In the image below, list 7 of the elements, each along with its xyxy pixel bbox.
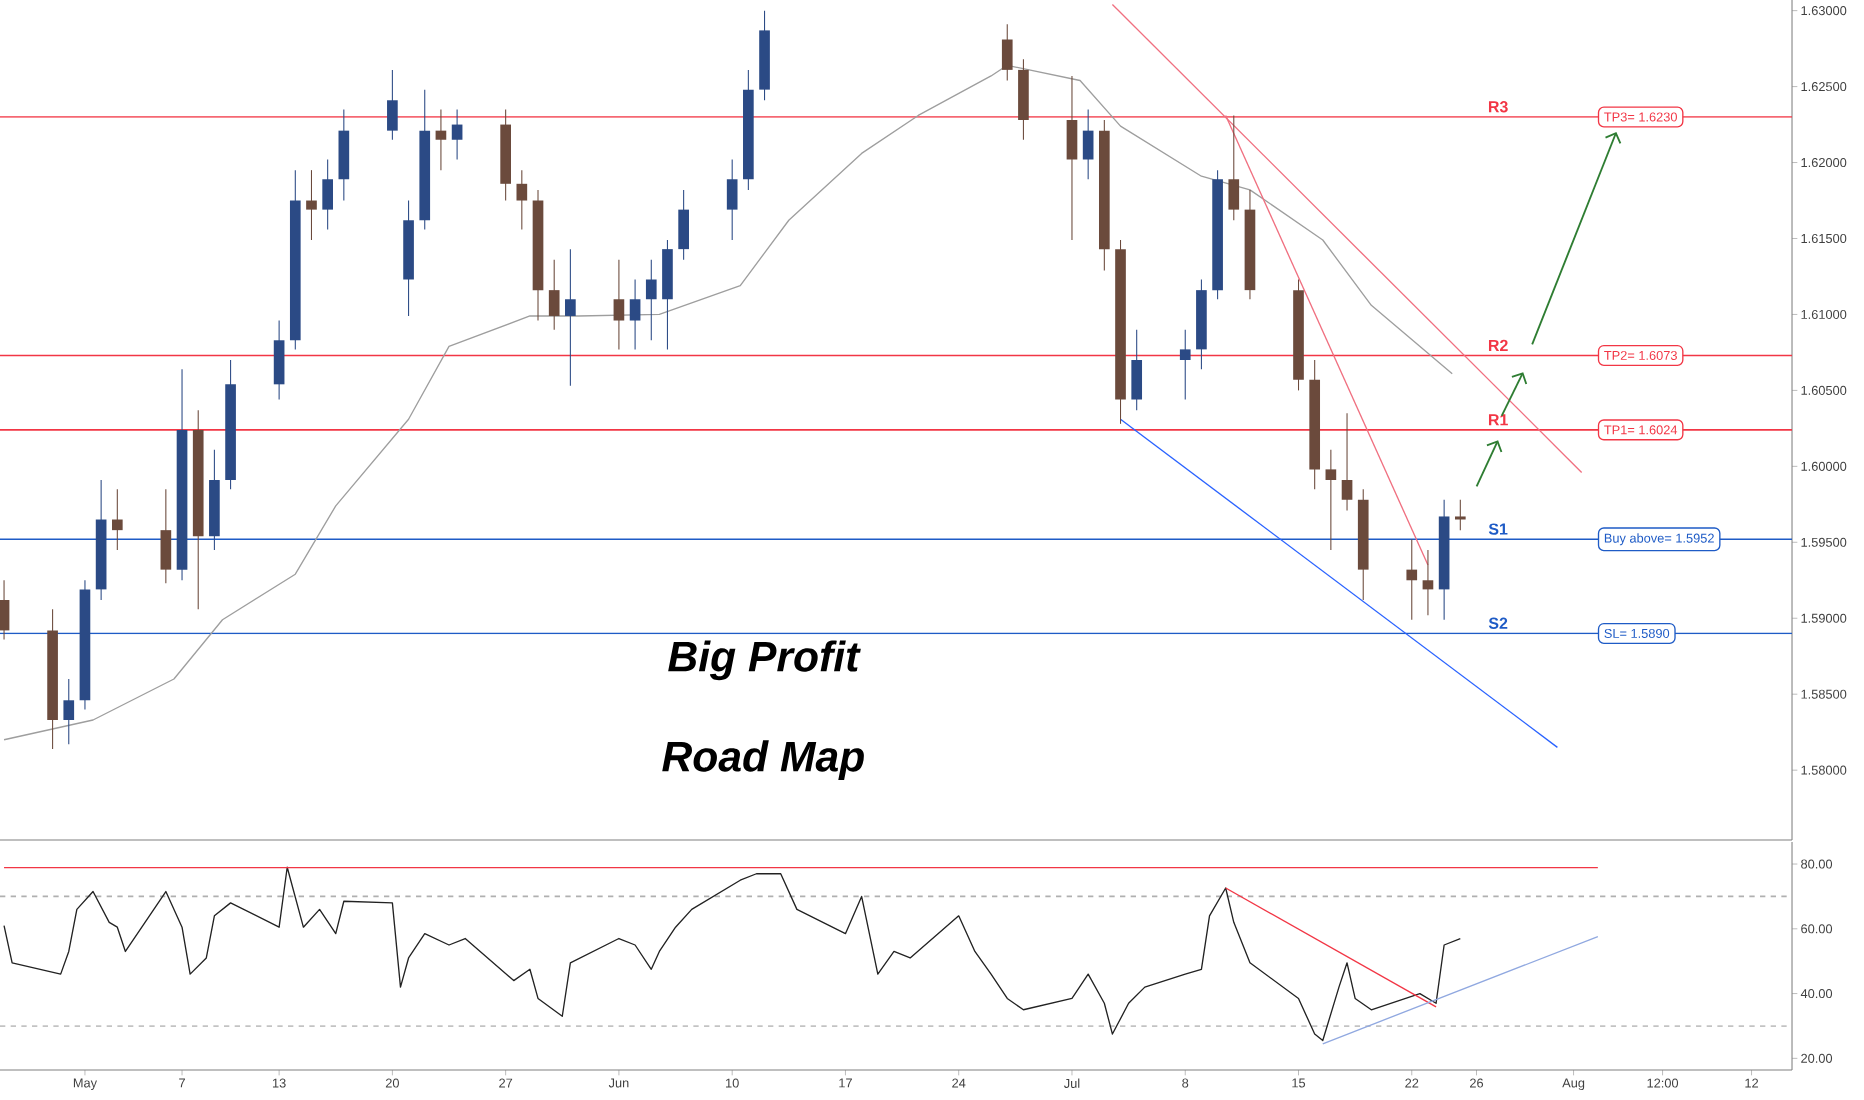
ref-line-label: S1 (1488, 523, 1508, 535)
ref-line-label: R1 (1488, 414, 1508, 426)
annotation: Big Profit (668, 640, 861, 681)
ref-line-label: S2 (1488, 617, 1508, 629)
annotation: Road Map (662, 740, 864, 781)
ref-line-label: R3 (1488, 101, 1508, 113)
ref-line-label: R2 (1488, 339, 1508, 351)
